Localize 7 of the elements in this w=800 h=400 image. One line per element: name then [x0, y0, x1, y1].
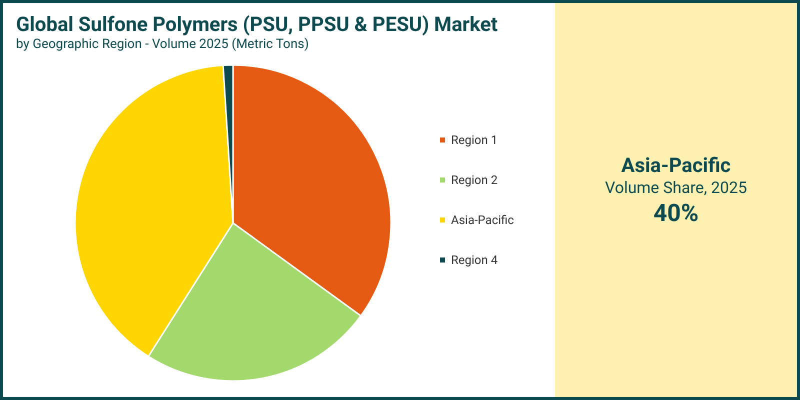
legend-label: Region 4 [451, 253, 498, 267]
legend-label: Asia-Pacific [451, 213, 514, 227]
legend-label: Region 1 [451, 133, 498, 147]
legend-label: Region 2 [451, 173, 498, 187]
info-card: Asia-Pacific Volume Share, 2025 40% [555, 3, 797, 397]
chart-subtitle: by Geographic Region - Volume 2025 (Metric Tons) [16, 37, 309, 52]
chart-title: Global Sulfone Polymers (PSU, PPSU & PESU) Market [16, 12, 498, 36]
